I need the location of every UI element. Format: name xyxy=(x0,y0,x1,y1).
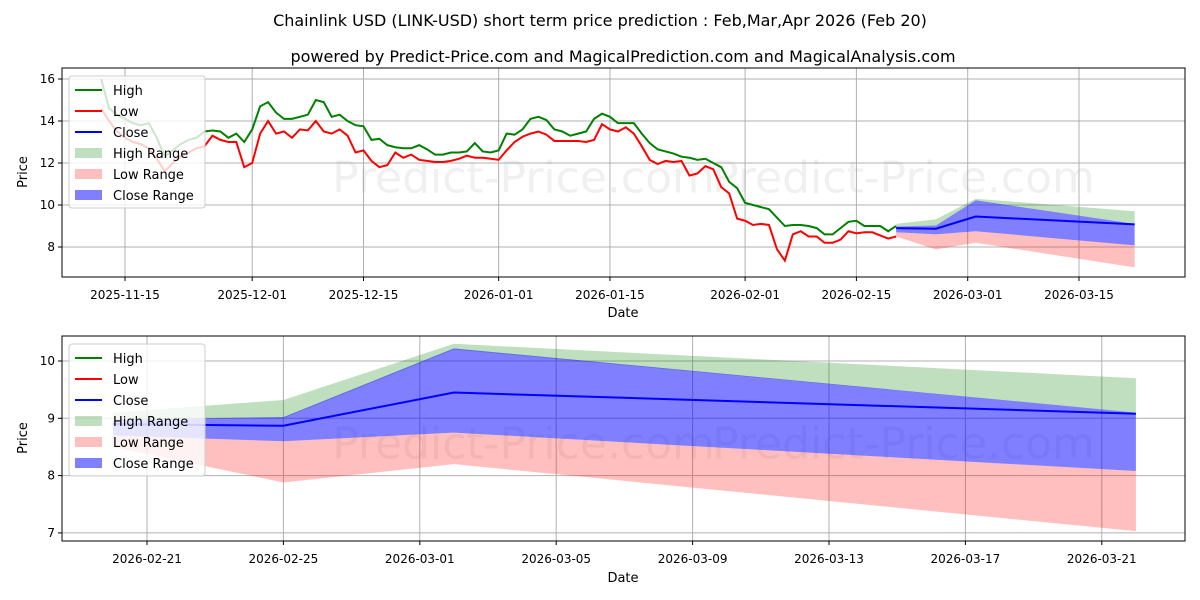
legend: High Low Close High Range Low Range Close Ran… xyxy=(68,343,206,477)
legend-box xyxy=(68,75,206,209)
x-tick-label: 2026-03-17 xyxy=(931,552,1001,566)
chart-subtitle: powered by Predict-Price.com and Magical… xyxy=(290,47,955,66)
legend-swatch-low-range xyxy=(75,169,102,179)
legend-label: Low Range xyxy=(113,436,184,451)
y-tick-label: 14 xyxy=(40,114,55,128)
bottom-y-axis-label: Price xyxy=(16,422,31,454)
legend-label: Low xyxy=(113,105,139,120)
top-chart: Predict-Price.comPredict-Price.com2025-1… xyxy=(40,67,1186,302)
y-tick-label: 8 xyxy=(47,469,55,483)
low-range-band xyxy=(112,432,1136,532)
plot-frame xyxy=(61,335,1186,542)
legend-label: High Range xyxy=(113,415,188,430)
close-range-band xyxy=(112,348,1136,472)
legend-label: High xyxy=(113,352,143,367)
plot-frame xyxy=(61,67,1186,278)
top-y-axis-label: Price xyxy=(16,156,31,188)
low-line xyxy=(100,107,897,263)
y-tick-label: 10 xyxy=(40,354,55,368)
x-tick-label: 2026-01-15 xyxy=(575,288,645,302)
x-tick-label: 2026-02-21 xyxy=(112,552,182,566)
legend-label: Close xyxy=(113,394,148,409)
y-tick-label: 10 xyxy=(40,198,55,212)
low-range-band xyxy=(896,231,1135,268)
top-x-axis-label: Date xyxy=(607,306,638,321)
plot-marks xyxy=(100,78,1135,268)
x-tick-label: 2026-02-15 xyxy=(822,288,892,302)
y-tick-label: 12 xyxy=(40,156,55,170)
legend-label: Low xyxy=(113,373,139,388)
x-tick-label: 2025-11-15 xyxy=(90,288,160,302)
high-line xyxy=(100,78,897,236)
close-range-band xyxy=(896,200,1135,246)
legend-swatch-high-range xyxy=(75,416,102,426)
close-line xyxy=(896,215,1135,230)
x-tick-label: 2026-02-25 xyxy=(249,552,319,566)
bottom-chart: Predict-Price.comPredict-Price.com2026-0… xyxy=(40,335,1186,566)
legend-label: Close Range xyxy=(113,457,194,472)
x-tick-label: 2026-03-05 xyxy=(521,552,591,566)
x-tick-label: 2026-02-01 xyxy=(710,288,780,302)
x-tick-label: 2026-03-13 xyxy=(794,552,864,566)
x-tick-label: 2026-03-09 xyxy=(658,552,728,566)
x-tick-label: 2025-12-15 xyxy=(329,288,399,302)
legend: High Low Close High Range Low Range Close Ran… xyxy=(68,75,206,209)
y-tick-label: 16 xyxy=(40,72,55,86)
high-range-band xyxy=(112,343,1136,419)
watermark: Predict-Price.com xyxy=(712,153,1095,204)
high-range-band xyxy=(896,198,1135,226)
legend-label: High Range xyxy=(113,147,188,162)
legend-swatch-close-range xyxy=(75,458,102,468)
x-tick-label: 2026-03-01 xyxy=(385,552,455,566)
x-tick-label: 2026-01-01 xyxy=(464,288,534,302)
legend-box xyxy=(68,343,206,477)
bottom-x-axis-label: Date xyxy=(607,571,638,586)
y-tick-label: 7 xyxy=(47,526,55,540)
x-tick-label: 2026-03-15 xyxy=(1044,288,1114,302)
x-tick-label: 2025-12-01 xyxy=(217,288,287,302)
legend-label: Close Range xyxy=(113,189,194,204)
plot-area xyxy=(62,68,1185,277)
x-tick-label: 2026-03-21 xyxy=(1067,552,1137,566)
legend-swatch-high-range xyxy=(75,148,102,158)
x-tick-label: 2026-03-01 xyxy=(933,288,1003,302)
y-tick-label: 8 xyxy=(47,240,55,254)
legend-label: Low Range xyxy=(113,168,184,183)
legend-swatch-low-range xyxy=(75,437,102,447)
legend-label: Close xyxy=(113,126,148,141)
chart-title: Chainlink USD (LINK-USD) short term pric… xyxy=(273,11,927,30)
legend-swatch-close-range xyxy=(75,190,102,200)
y-tick-label: 9 xyxy=(47,411,55,425)
legend-label: High xyxy=(113,84,143,99)
